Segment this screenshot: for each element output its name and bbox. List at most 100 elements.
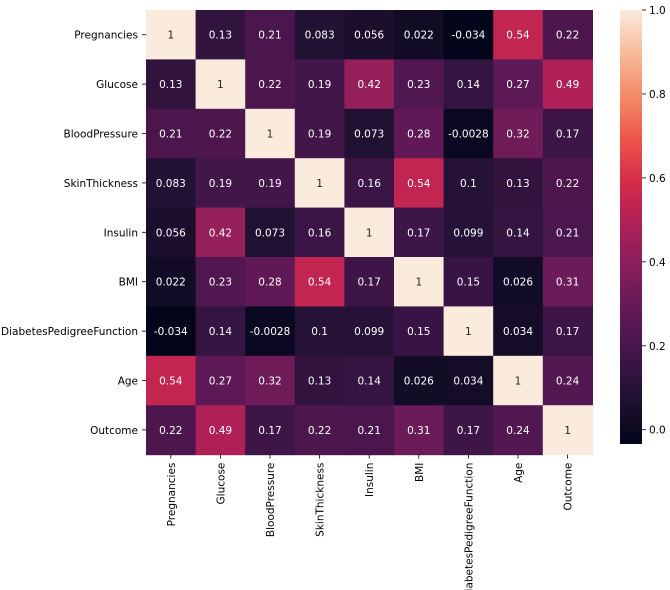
heatmap-cell-insulin-bloodpressure <box>245 207 296 258</box>
colorbar-tick-label: 0.2 <box>649 341 666 353</box>
heatmap-cell-age-glucose <box>195 355 246 406</box>
heatmap-cell-label: 0.49 <box>209 425 232 437</box>
heatmap-cell-diabetespedigreefunction-age <box>493 306 544 357</box>
heatmap-cell-outcome-bmi <box>394 405 445 456</box>
heatmap-cell-label: 0.22 <box>159 425 182 437</box>
heatmap-cell-pregnancies-insulin <box>344 10 395 60</box>
heatmap-cell-label: 0.13 <box>506 178 529 190</box>
heatmap-cell-bloodpressure-insulin <box>344 108 395 159</box>
heatmap-cell-diabetespedigreefunction-diabetespedigreefunction <box>443 306 494 357</box>
heatmap-cell-label: 0.17 <box>258 425 281 437</box>
colorbar-tick-label: 0.0 <box>649 425 666 437</box>
heatmap-cell-insulin-bmi <box>394 207 445 258</box>
heatmap-cell-bloodpressure-bmi <box>394 108 445 159</box>
heatmap-cell-skinthickness-pregnancies <box>146 158 197 209</box>
heatmap-cell-label: 0.31 <box>556 277 579 289</box>
heatmap-cell-label: 0.21 <box>159 129 182 141</box>
heatmap-cell-glucose-pregnancies <box>146 59 197 110</box>
heatmap-cell-diabetespedigreefunction-skinthickness <box>294 306 345 357</box>
heatmap-cell-label: 0.32 <box>506 129 529 141</box>
heatmap-cell-label: 1 <box>366 227 373 239</box>
heatmap-cell-label: 0.17 <box>407 227 430 239</box>
heatmap-cell-pregnancies-bloodpressure <box>245 10 296 60</box>
heatmap-cell-label: 0.13 <box>308 376 331 388</box>
heatmap-cell-label: 0.14 <box>358 376 382 388</box>
heatmap-cell-label: 0.21 <box>358 425 381 437</box>
heatmap-cell-label: 1 <box>564 425 571 437</box>
heatmap-cell-diabetespedigreefunction-pregnancies <box>146 306 197 357</box>
heatmap-cell-age-bmi <box>394 355 445 406</box>
y-axis-labels: Pregnancies Glucose BloodPressure SkinThick… <box>1 30 146 437</box>
heatmap-cell-age-skinthickness <box>294 355 345 406</box>
heatmap-cell-outcome-insulin <box>344 405 395 456</box>
y-tick-label-skinthickness: SkinThickness <box>64 178 138 190</box>
heatmap-cell-label: 0.49 <box>556 79 579 91</box>
heatmap-cell-label: 0.083 <box>305 30 335 42</box>
heatmap-cell-label: 0.034 <box>503 326 533 338</box>
heatmap-cell-insulin-outcome <box>542 207 593 258</box>
heatmap-cell-bloodpressure-diabetespedigreefunction <box>443 108 494 159</box>
heatmap-cell-bloodpressure-skinthickness <box>294 108 345 159</box>
heatmap-cell-pregnancies-bmi <box>394 10 445 60</box>
heatmap-cell-label: 0.14 <box>209 326 233 338</box>
heatmap-cell-label: 0.13 <box>159 79 182 91</box>
heatmap-cell-label: 0.54 <box>506 30 530 42</box>
colorbar-tick-label: 0.4 <box>649 257 666 269</box>
heatmap-cell-insulin-age <box>493 207 544 258</box>
heatmap-cell-label: 0.16 <box>308 227 332 239</box>
heatmap-cell-label: 0.14 <box>506 227 530 239</box>
heatmap-cell-outcome-glucose <box>195 405 246 456</box>
heatmap-cell-label: 0.15 <box>457 277 480 289</box>
heatmap-cell-label: 0.022 <box>156 277 186 289</box>
heatmap-cell-bmi-bmi <box>394 257 445 307</box>
heatmap-cell-label: 0.026 <box>404 376 434 388</box>
heatmap-cell-glucose-skinthickness <box>294 59 345 110</box>
heatmap-cell-label: 0.31 <box>407 425 430 437</box>
heatmap-cell-label: 0.073 <box>255 227 285 239</box>
colorbar: 0.0 0.2 0.4 0.6 0.8 1.0 <box>620 5 666 444</box>
x-tick-label-skinthickness: SkinThickness <box>315 463 327 537</box>
heatmap-cell-bmi-insulin <box>344 257 395 307</box>
heatmap-cell-label: 0.17 <box>556 326 579 338</box>
y-tick-label-diabetespedigreefunction: DiabetesPedigreeFunction <box>1 326 138 338</box>
heatmap-cell-skinthickness-skinthickness <box>294 158 345 209</box>
heatmap-cell-label: 0.17 <box>457 425 480 437</box>
heatmap-cell-label: 0.099 <box>453 227 483 239</box>
heatmap-cell-insulin-glucose <box>195 207 246 258</box>
heatmap-cell-label: -0.0028 <box>448 129 489 141</box>
heatmap-cell-insulin-skinthickness <box>294 207 345 258</box>
heatmap-cell-pregnancies-diabetespedigreefunction <box>443 10 494 60</box>
heatmap-cell-bloodpressure-age <box>493 108 544 159</box>
heatmap-cell-age-insulin <box>344 355 395 406</box>
heatmap-cell-bmi-pregnancies <box>146 257 197 307</box>
y-tick-label-glucose: Glucose <box>96 79 138 91</box>
heatmap-cell-skinthickness-diabetespedigreefunction <box>443 158 494 209</box>
y-tick-label-outcome: Outcome <box>90 425 138 437</box>
heatmap-cell-label: 0.32 <box>258 376 281 388</box>
heatmap-cell-label: 0.28 <box>258 277 281 289</box>
heatmap-cell-outcome-skinthickness <box>294 405 345 456</box>
heatmap-cell-label: 1 <box>267 129 274 141</box>
heatmap-cell-label: -0.034 <box>451 30 485 42</box>
heatmap-cell-label: 0.022 <box>404 30 434 42</box>
heatmap-cell-insulin-pregnancies <box>146 207 197 258</box>
heatmap-cell-bloodpressure-outcome <box>542 108 593 159</box>
x-tick-label-diabetespedigreefunction: DiabetesPedigreeFunction <box>463 463 475 590</box>
heatmap-cell-label: 0.24 <box>556 376 580 388</box>
heatmap-cell-skinthickness-bloodpressure <box>245 158 296 209</box>
heatmap-cell-diabetespedigreefunction-bloodpressure <box>245 306 296 357</box>
heatmap-cell-label: 0.28 <box>407 129 430 141</box>
heatmap-cell-label: 0.1 <box>460 178 477 190</box>
heatmap-cell-label: 0.073 <box>354 129 384 141</box>
heatmap-cell-label: 0.14 <box>457 79 481 91</box>
heatmap-cell-diabetespedigreefunction-insulin <box>344 306 395 357</box>
heatmap-cell-age-outcome <box>542 355 593 406</box>
heatmap-cell-glucose-insulin <box>344 59 395 110</box>
heatmap-cell-outcome-bloodpressure <box>245 405 296 456</box>
x-tick-label-insulin: Insulin <box>364 463 376 497</box>
heatmap-cell-label: 0.083 <box>156 178 186 190</box>
colorbar-gradient <box>620 10 642 444</box>
heatmap-cell-label: 0.16 <box>358 178 382 190</box>
heatmap-cell-label: 1 <box>167 30 174 42</box>
